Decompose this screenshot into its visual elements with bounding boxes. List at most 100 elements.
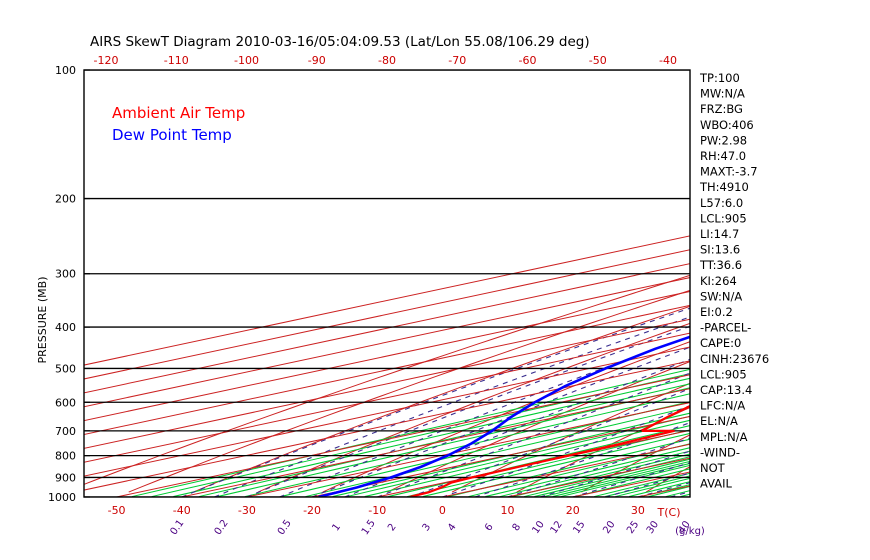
pressure-tick-label: 600 (55, 396, 76, 409)
y-axis-label: PRESSURE (MB) (36, 277, 49, 364)
parameter-item: LCL:905 (700, 211, 747, 225)
pressure-tick-label: 300 (55, 268, 76, 281)
isotherm-line (84, 249, 690, 380)
bottom-temperature-tick-label: -20 (303, 504, 321, 517)
bottom-temperature-tick-label: 30 (631, 504, 645, 517)
pressure-tick-label: 800 (55, 450, 76, 463)
moist-adiabat-line (311, 346, 690, 497)
mixing-ratio-axis-label: (g/kg) (675, 526, 705, 537)
legend-ambient-air-temp: Ambient Air Temp (112, 104, 245, 122)
pressure-tick-label: 900 (55, 471, 76, 484)
parameter-item: L57:6.0 (700, 196, 743, 210)
dry-adiabat-line (193, 305, 690, 493)
parameter-item: SI:13.6 (700, 243, 740, 257)
bottom-temperature-tick-label: -40 (173, 504, 191, 517)
pressure-tick-label: 700 (55, 425, 76, 438)
pressure-axis-ticks: 100 200 300 400 500 600 700 800 900 1000 (48, 64, 90, 504)
bottom-temperature-tick-label: 10 (501, 504, 515, 517)
isotherm-line (84, 346, 690, 477)
top-temperature-tick-label: -80 (378, 54, 396, 67)
bottom-temperature-tick-label: 20 (566, 504, 580, 517)
page-title: AIRS SkewT Diagram 2010-03-16/05:04:09.5… (90, 34, 590, 50)
isotherm-line (311, 415, 690, 497)
dew-point-profile (318, 335, 690, 497)
top-temperature-axis: -120 -110 -100 -90 -80 -70 -60 -50 -40 (94, 54, 677, 67)
parameter-item: -WIND- (700, 445, 740, 459)
x-axis-label: T(C) (657, 506, 681, 519)
pressure-tick-label: 200 (55, 193, 76, 206)
parameter-item: CAP:13.4 (700, 383, 752, 397)
dry-adiabat-line (322, 341, 690, 493)
ambient-temp-profile (409, 404, 690, 497)
parameter-item: PW:2.98 (700, 133, 747, 147)
parameter-item: SW:N/A (700, 289, 742, 303)
isotherm-line (84, 263, 690, 394)
parameter-item: TH:4910 (699, 180, 749, 194)
bottom-temperature-tick-label: -10 (368, 504, 386, 517)
parameter-item: MW:N/A (700, 87, 745, 101)
top-temperature-tick-label: -120 (94, 54, 119, 67)
parameter-item: CINH:23676 (700, 352, 769, 366)
parameter-item: EI:0.2 (700, 305, 733, 319)
top-temperature-tick-label: -110 (164, 54, 189, 67)
dry-adiabat-line (128, 289, 690, 493)
parameter-item: AVAIL (700, 477, 733, 491)
parameter-item: CAPE:0 (700, 336, 741, 350)
moist-adiabat-line (279, 335, 690, 497)
parameter-item: NOT (700, 461, 726, 475)
bottom-temperature-tick-label: -50 (108, 504, 126, 517)
mixing-ratio-tick-label: 8 (511, 522, 524, 534)
moist-adiabat-line (409, 388, 690, 497)
pressure-tick-label: 400 (55, 321, 76, 334)
isotherm-line (246, 402, 690, 497)
mixing-ratio-tick-label: 3 (421, 522, 434, 534)
parameter-item: EL:N/A (700, 414, 738, 428)
isotherm-line (84, 318, 690, 449)
bottom-temperature-tick-label: -30 (238, 504, 256, 517)
plot-frame (83, 69, 691, 498)
dry-adiabat-line (257, 322, 690, 493)
parameter-item: TP:100 (699, 71, 740, 85)
bottom-temperature-axis: -50 -40 -30 -20 -10 0 10 20 30 (108, 504, 645, 517)
isotherm-line (84, 235, 690, 366)
sounding-profiles (318, 335, 690, 497)
parameter-item: MAXT:-3.7 (700, 165, 758, 179)
bottom-temperature-tick-label: 0 (439, 504, 446, 517)
top-temperature-tick-label: -90 (308, 54, 326, 67)
top-temperature-tick-label: -40 (659, 54, 677, 67)
parameter-item: LI:14.7 (700, 227, 739, 241)
moist-adiabat-line (246, 325, 690, 497)
pressure-tick-label: 500 (55, 362, 76, 375)
isotherm-line (84, 277, 690, 408)
isotherm-lines (84, 235, 690, 497)
isotherm-line (84, 304, 690, 436)
moist-adiabat-line (214, 316, 690, 497)
mixing-ratio-tick-label: 2 (386, 522, 399, 534)
top-temperature-tick-label: -100 (234, 54, 259, 67)
parameter-item: WBO:406 (700, 118, 754, 132)
isotherm-line (181, 388, 690, 497)
legend-dew-point-temp: Dew Point Temp (112, 126, 232, 144)
top-temperature-tick-label: -60 (519, 54, 537, 67)
mixing-ratio-tick-label: 4 (446, 522, 459, 534)
top-temperature-tick-label: -50 (589, 54, 607, 67)
isotherm-line (84, 332, 690, 463)
pressure-tick-label: 1000 (48, 491, 76, 504)
parameter-item: MPL:N/A (700, 430, 748, 444)
parameter-item: LFC:N/A (700, 399, 745, 413)
isotherm-line (84, 360, 690, 491)
parameter-item: KI:264 (700, 274, 737, 288)
mixing-ratio-tick-label: 6 (483, 522, 496, 534)
parameter-item: RH:47.0 (700, 149, 746, 163)
mixing-ratio-tick-label: 1 (330, 522, 343, 534)
parameter-item: -PARCEL- (700, 321, 751, 335)
parameter-item: FRZ:BG (700, 102, 743, 116)
pressure-tick-label: 100 (55, 64, 76, 77)
moist-adiabat-line (344, 358, 690, 497)
parameter-item: TT:36.6 (699, 258, 742, 272)
isotherm-line (116, 374, 690, 497)
parameter-item: LCL:905 (700, 367, 747, 381)
top-temperature-tick-label: -70 (448, 54, 466, 67)
